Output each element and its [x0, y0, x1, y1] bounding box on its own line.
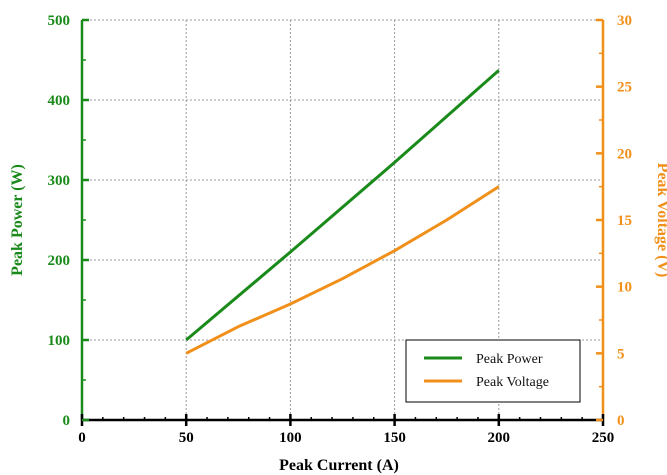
- y-left-tick-label: 400: [48, 93, 71, 109]
- x-tick-label: 0: [78, 430, 86, 446]
- legend-label-peak-voltage: Peak Voltage: [476, 375, 549, 390]
- ticks: 0 50 100 150 200 2500100200300400500051015202…: [48, 13, 633, 446]
- y-right-tick-label: 15: [617, 213, 632, 229]
- y-right-tick-label: 30: [617, 13, 632, 29]
- x-tick-label: 250: [592, 430, 615, 446]
- y-left-tick-label: 200: [48, 253, 71, 269]
- y-right-tick-label: 20: [617, 146, 632, 162]
- x-tick-label: 150: [383, 430, 406, 446]
- x-axis-title: Peak Current (A): [279, 457, 399, 474]
- series-lines: [185, 69, 500, 355]
- y-left-tick-label: 300: [48, 173, 71, 189]
- y-right-tick-label: 0: [617, 413, 625, 429]
- y-right-tick-label: 5: [617, 346, 625, 362]
- legend: Peak Power Peak Voltage: [405, 339, 581, 403]
- x-tick-label: 200: [488, 430, 511, 446]
- x-tick-label: 50: [179, 430, 194, 446]
- y-right-tick-label: 10: [617, 280, 632, 296]
- y-right-axis-title: Peak Voltage (V): [654, 163, 667, 278]
- y-left-tick-label: 500: [48, 13, 71, 29]
- x-tick-label: 100: [279, 430, 302, 446]
- series-line-peak-voltage: [185, 185, 500, 355]
- y-right-tick-label: 25: [617, 80, 632, 96]
- y-left-tick-label: 0: [63, 413, 71, 429]
- y-left-axis-title: Peak Power (W): [9, 164, 26, 276]
- series-line-peak-power: [185, 69, 500, 342]
- y-left-tick-label: 100: [48, 333, 71, 349]
- legend-label-peak-power: Peak Power: [476, 352, 543, 367]
- legend-box: [405, 339, 581, 403]
